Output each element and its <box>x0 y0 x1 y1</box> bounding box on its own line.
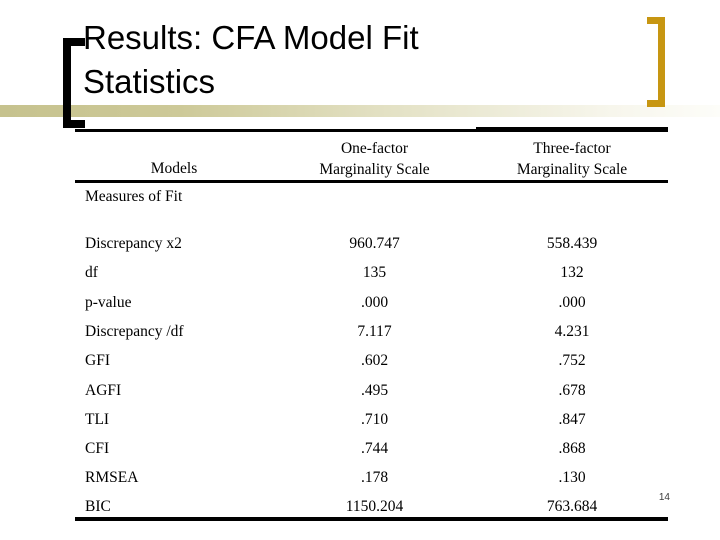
one-factor-value: 7.117 <box>357 323 392 340</box>
one-factor-value: .178 <box>360 469 389 486</box>
row-label: CFI <box>85 440 110 457</box>
table-row: GFI .602 .752 <box>75 352 668 370</box>
row-label: BIC <box>85 498 111 515</box>
table-row: RMSEA .178 .130 <box>75 469 668 487</box>
right-bracket-decoration <box>647 17 665 107</box>
row-label: GFI <box>85 352 110 369</box>
table-header-divider <box>75 180 668 183</box>
fit-statistics-table: Models One-factor Marginality Scale Thre… <box>75 127 668 525</box>
three-factor-value: 4.231 <box>554 323 590 340</box>
table-row: TLI .710 .847 <box>75 411 668 429</box>
three-factor-value: 763.684 <box>546 498 598 515</box>
column-header-three-factor-line-2: Marginality Scale <box>516 161 628 178</box>
row-label: df <box>85 264 98 281</box>
table-row: Discrepancy x2 960.747 558.439 <box>75 235 668 253</box>
row-label: RMSEA <box>85 469 139 486</box>
one-factor-value: .495 <box>360 382 389 399</box>
table-row: BIC 1150.204 763.684 <box>75 498 668 516</box>
one-factor-value: 135 <box>362 264 387 281</box>
left-bracket-decoration <box>63 38 85 128</box>
column-header-one-factor-line-1: One-factor <box>340 140 409 157</box>
one-factor-value: .000 <box>360 294 389 311</box>
row-label: Discrepancy x2 <box>85 235 182 252</box>
table-bottom-border <box>75 517 668 521</box>
table-row: df 135 132 <box>75 264 668 282</box>
three-factor-value: .130 <box>558 469 586 486</box>
three-factor-value: .868 <box>558 440 586 457</box>
column-header-three-factor-line-1: Three-factor <box>533 140 611 157</box>
table-row: CFI .744 .868 <box>75 440 668 458</box>
row-label: TLI <box>85 411 110 428</box>
three-factor-value: .000 <box>558 294 586 311</box>
one-factor-value: .602 <box>360 352 389 369</box>
section-row-measures-of-fit: Measures of Fit <box>85 188 183 205</box>
three-factor-value: 558.439 <box>546 235 598 252</box>
column-header-one-factor: One-factor Marginality Scale <box>273 138 476 180</box>
page-number: 14 <box>658 492 670 503</box>
three-factor-value: 132 <box>560 264 584 281</box>
row-label: Discrepancy /df <box>85 323 184 340</box>
table-row: AGFI .495 .678 <box>75 382 668 400</box>
three-factor-value: .678 <box>558 382 586 399</box>
column-header-models: Models <box>150 160 198 177</box>
column-header-one-factor-line-2: Marginality Scale <box>319 161 430 178</box>
table-row: Discrepancy /df 7.117 4.231 <box>75 323 668 341</box>
one-factor-value: .744 <box>360 440 389 457</box>
one-factor-value: 960.747 <box>349 235 400 252</box>
three-factor-value: .752 <box>558 352 586 369</box>
page-title: Results: CFA Model Fit Statistics <box>83 16 583 104</box>
accent-band <box>0 105 720 117</box>
three-factor-value: .847 <box>558 411 586 428</box>
row-label: p-value <box>85 294 132 311</box>
page-title-line-1: Results: CFA Model Fit <box>83 19 419 56</box>
one-factor-value: .710 <box>360 411 389 428</box>
row-label: AGFI <box>85 382 122 399</box>
table-row: p-value .000 .000 <box>75 294 668 312</box>
column-header-three-factor: Three-factor Marginality Scale <box>476 138 668 180</box>
one-factor-value: 1150.204 <box>345 498 404 515</box>
table-top-border-left <box>75 129 476 132</box>
page-title-line-2: Statistics <box>83 63 216 100</box>
table-top-border-right <box>476 127 668 132</box>
